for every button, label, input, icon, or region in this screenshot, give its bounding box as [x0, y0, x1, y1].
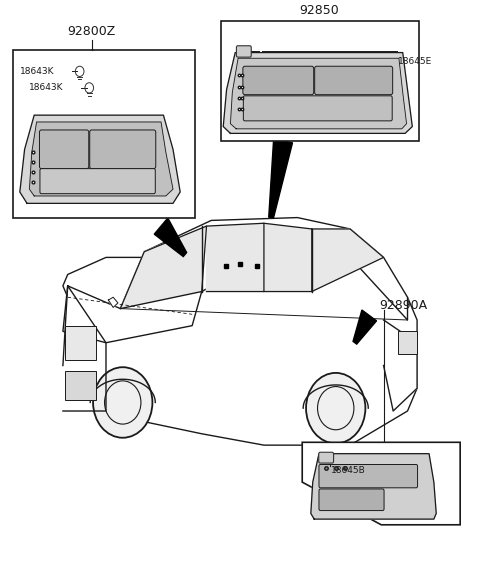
Polygon shape	[311, 454, 436, 519]
FancyBboxPatch shape	[243, 66, 314, 95]
Polygon shape	[63, 258, 417, 445]
Text: 18643K: 18643K	[20, 67, 54, 76]
FancyBboxPatch shape	[319, 452, 334, 463]
Polygon shape	[120, 218, 408, 320]
FancyBboxPatch shape	[243, 96, 392, 121]
FancyBboxPatch shape	[90, 130, 156, 168]
Polygon shape	[269, 139, 292, 218]
Polygon shape	[206, 223, 264, 292]
FancyBboxPatch shape	[315, 66, 393, 95]
Polygon shape	[108, 297, 118, 307]
Bar	[398, 331, 417, 354]
Bar	[65, 371, 96, 400]
Polygon shape	[29, 122, 173, 196]
Bar	[65, 325, 96, 360]
Text: 92850: 92850	[299, 5, 339, 17]
Text: 18643K: 18643K	[29, 83, 64, 93]
Text: 92800Z: 92800Z	[68, 25, 116, 38]
Polygon shape	[230, 58, 407, 129]
Text: 18645E: 18645E	[398, 57, 432, 66]
Polygon shape	[120, 226, 206, 308]
FancyBboxPatch shape	[39, 130, 89, 168]
Bar	[12, 50, 194, 218]
FancyBboxPatch shape	[40, 168, 156, 194]
Polygon shape	[20, 115, 180, 203]
FancyBboxPatch shape	[319, 464, 418, 488]
FancyBboxPatch shape	[237, 46, 251, 57]
Circle shape	[93, 367, 153, 438]
Polygon shape	[312, 229, 384, 292]
FancyBboxPatch shape	[319, 489, 384, 510]
Polygon shape	[264, 223, 312, 292]
Circle shape	[306, 373, 365, 444]
Polygon shape	[384, 320, 417, 411]
Text: 92890A: 92890A	[379, 299, 427, 312]
Bar	[221, 21, 420, 141]
Polygon shape	[63, 286, 202, 343]
Text: 18645B: 18645B	[331, 467, 366, 475]
Polygon shape	[302, 443, 460, 525]
Polygon shape	[223, 53, 412, 134]
Polygon shape	[63, 286, 106, 411]
Polygon shape	[154, 218, 187, 256]
Polygon shape	[353, 310, 376, 344]
